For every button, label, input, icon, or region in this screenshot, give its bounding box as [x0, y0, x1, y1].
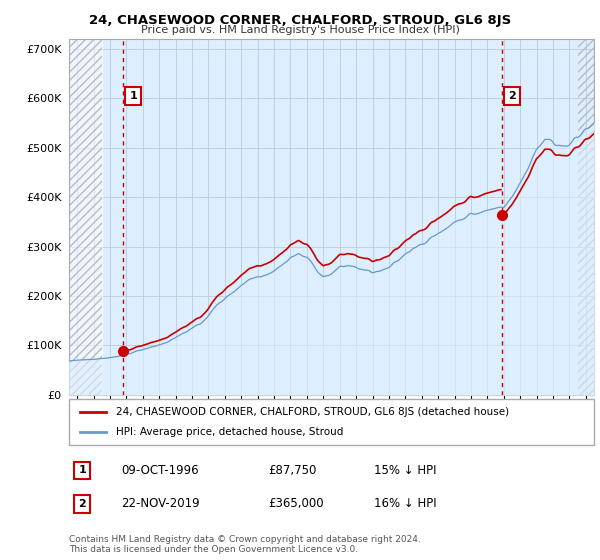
Text: 09-OCT-1996: 09-OCT-1996 [121, 464, 199, 477]
Text: Contains HM Land Registry data © Crown copyright and database right 2024.
This d: Contains HM Land Registry data © Crown c… [69, 535, 421, 554]
Text: 2: 2 [508, 91, 516, 101]
Text: Price paid vs. HM Land Registry's House Price Index (HPI): Price paid vs. HM Land Registry's House … [140, 25, 460, 35]
Text: £87,750: £87,750 [269, 464, 317, 477]
Bar [69, 39, 102, 395]
Text: HPI: Average price, detached house, Stroud: HPI: Average price, detached house, Stro… [116, 427, 344, 437]
Text: 1: 1 [78, 465, 86, 475]
Text: 24, CHASEWOOD CORNER, CHALFORD, STROUD, GL6 8JS (detached house): 24, CHASEWOOD CORNER, CHALFORD, STROUD, … [116, 407, 509, 417]
Text: 15% ↓ HPI: 15% ↓ HPI [373, 464, 436, 477]
Text: 22-NOV-2019: 22-NOV-2019 [121, 497, 200, 510]
Text: 16% ↓ HPI: 16% ↓ HPI [373, 497, 436, 510]
Text: 2: 2 [78, 499, 86, 508]
Text: 24, CHASEWOOD CORNER, CHALFORD, STROUD, GL6 8JS: 24, CHASEWOOD CORNER, CHALFORD, STROUD, … [89, 14, 511, 27]
Bar [578, 39, 594, 395]
Text: 1: 1 [130, 91, 137, 101]
Text: £365,000: £365,000 [269, 497, 324, 510]
FancyBboxPatch shape [69, 399, 594, 445]
Bar [69, 39, 102, 395]
